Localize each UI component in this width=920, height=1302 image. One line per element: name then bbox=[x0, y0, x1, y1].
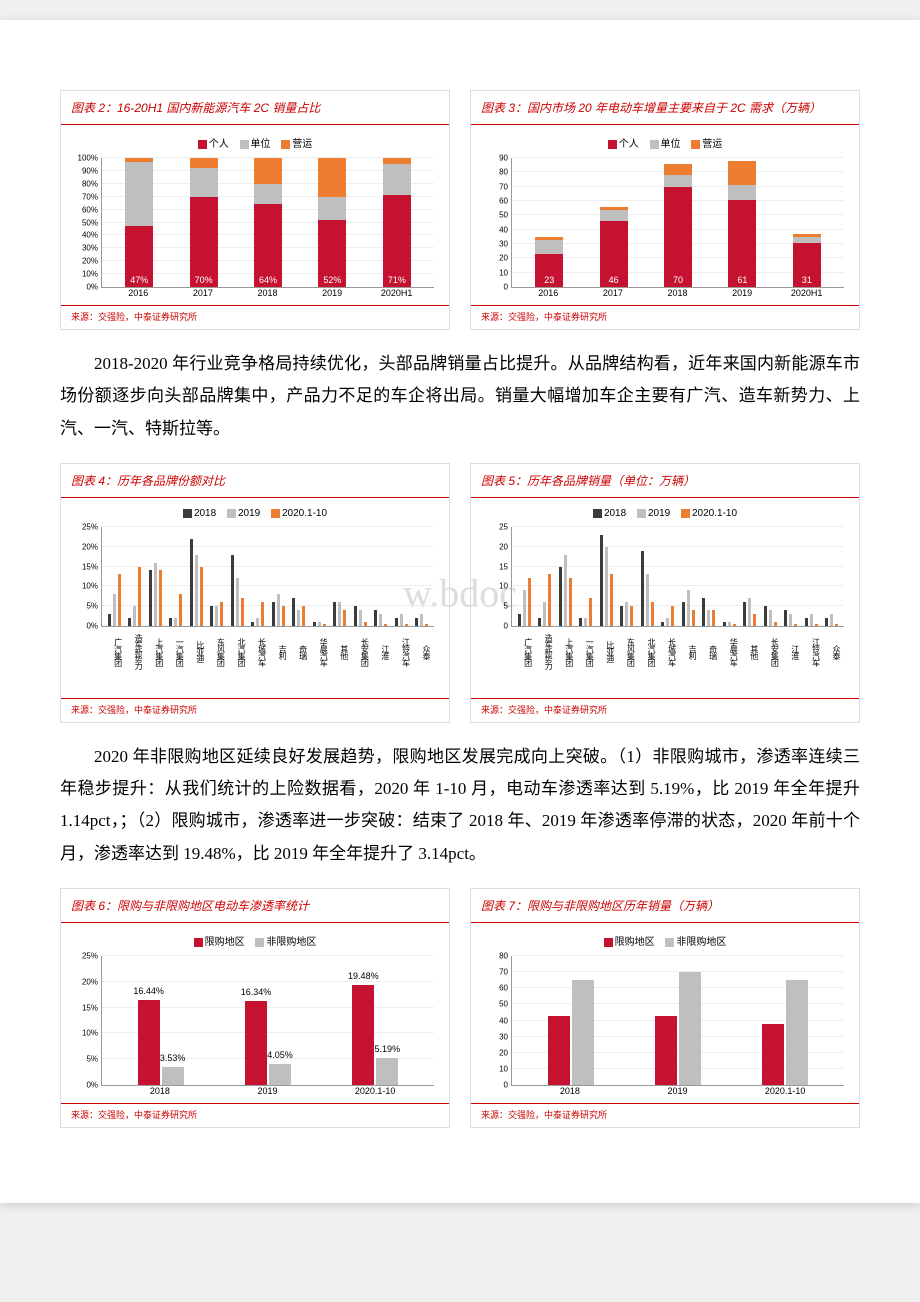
legend-personal-icon bbox=[198, 140, 207, 149]
chart-6-plot: 0%5%10%15%20%25%16.44%3.53%16.34%4.05%19… bbox=[101, 956, 434, 1086]
chart-5-plot: 0510152025 bbox=[511, 527, 844, 627]
chart-5-legend: 2018 2019 2020.1-10 bbox=[481, 508, 849, 519]
chart-7-xlabels: 201820192020.1-10 bbox=[511, 1086, 844, 1096]
chart-5-source: 来源：交强险，中泰证券研究所 bbox=[471, 698, 859, 722]
chart-7-title: 图表 7：限购与非限购地区历年销量（万辆） bbox=[471, 889, 859, 923]
chart-3-legend: 个人 单位 营运 bbox=[481, 135, 849, 150]
chart-5-title: 图表 5：历年各品牌销量（单位：万辆） bbox=[471, 464, 859, 498]
chart-4: 图表 4：历年各品牌份额对比 2018 2019 2020.1-10 0%5%1… bbox=[60, 463, 450, 723]
chart-2: 图表 2：16-20H1 国内新能源汽车 2C 销量占比 个人 单位 营运 0%… bbox=[60, 90, 450, 330]
chart-6-body: 限购地区 非限购地区 0%5%10%15%20%25%16.44%3.53%16… bbox=[61, 923, 449, 1103]
chart-5: 图表 5：历年各品牌销量（单位：万辆） 2018 2019 2020.1-10 … bbox=[470, 463, 860, 723]
legend-unit-icon bbox=[240, 140, 249, 149]
chart-row-3: 图表 6：限购与非限购地区电动车渗透率统计 限购地区 非限购地区 0%5%10%… bbox=[60, 888, 860, 1128]
chart-6-legend: 限购地区 非限购地区 bbox=[71, 933, 439, 948]
chart-7-source: 来源：交强险，中泰证券研究所 bbox=[471, 1103, 859, 1127]
chart-6-title: 图表 6：限购与非限购地区电动车渗透率统计 bbox=[61, 889, 449, 923]
chart-3: 图表 3：国内市场 20 年电动车增量主要来自于 2C 需求（万辆） 个人 单位… bbox=[470, 90, 860, 330]
chart-7-body: 限购地区 非限购地区 01020304050607080 20182019202… bbox=[471, 923, 859, 1103]
chart-2-plot: 0%10%20%30%40%50%60%70%80%90%100%47%70%6… bbox=[101, 158, 434, 288]
chart-7-plot: 01020304050607080 bbox=[511, 956, 844, 1086]
chart-6: 图表 6：限购与非限购地区电动车渗透率统计 限购地区 非限购地区 0%5%10%… bbox=[60, 888, 450, 1128]
chart-2-legend: 个人 单位 营运 bbox=[71, 135, 439, 150]
chart-3-xlabels: 20162017201820192020H1 bbox=[511, 288, 844, 298]
chart-5-xlabels: 广汽集团造车新势力上汽集团一汽集团比亚迪东风集团北汽集团长城汽车吉利奇瑞华晨汽车… bbox=[511, 627, 844, 677]
chart-4-title: 图表 4：历年各品牌份额对比 bbox=[61, 464, 449, 498]
chart-5-body: 2018 2019 2020.1-10 0510152025 广汽集团造车新势力… bbox=[471, 498, 859, 698]
chart-2-body: 个人 单位 营运 0%10%20%30%40%50%60%70%80%90%10… bbox=[61, 125, 449, 305]
chart-2-xlabels: 20162017201820192020H1 bbox=[101, 288, 434, 298]
chart-4-xlabels: 广汽集团造车新势力上汽集团一汽集团比亚迪东风集团北汽集团长城汽车吉利奇瑞华晨汽车… bbox=[101, 627, 434, 677]
chart-7: 图表 7：限购与非限购地区历年销量（万辆） 限购地区 非限购地区 0102030… bbox=[470, 888, 860, 1128]
document-page: 图表 2：16-20H1 国内新能源汽车 2C 销量占比 个人 单位 营运 0%… bbox=[0, 20, 920, 1203]
paragraph-2: 2020 年非限购地区延续良好发展趋势，限购地区发展完成向上突破。（1）非限购城… bbox=[60, 741, 860, 870]
chart-3-source: 来源：交强险，中泰证券研究所 bbox=[471, 305, 859, 329]
chart-2-title: 图表 2：16-20H1 国内新能源汽车 2C 销量占比 bbox=[61, 91, 449, 125]
chart-3-body: 个人 单位 营运 01020304050607080902346706131 2… bbox=[471, 125, 859, 305]
chart-2-source: 来源：交强险，中泰证券研究所 bbox=[61, 305, 449, 329]
chart-3-plot: 01020304050607080902346706131 bbox=[511, 158, 844, 288]
chart-row-1: 图表 2：16-20H1 国内新能源汽车 2C 销量占比 个人 单位 营运 0%… bbox=[60, 90, 860, 330]
chart-4-legend: 2018 2019 2020.1-10 bbox=[71, 508, 439, 519]
chart-7-legend: 限购地区 非限购地区 bbox=[481, 933, 849, 948]
chart-row-2: w.bdoc 图表 4：历年各品牌份额对比 2018 2019 2020.1-1… bbox=[60, 463, 860, 723]
paragraph-1: 2018-2020 年行业竞争格局持续优化，头部品牌销量占比提升。从品牌结构看，… bbox=[60, 348, 860, 445]
chart-3-title: 图表 3：国内市场 20 年电动车增量主要来自于 2C 需求（万辆） bbox=[471, 91, 859, 125]
chart-4-body: 2018 2019 2020.1-10 0%5%10%15%20%25% 广汽集… bbox=[61, 498, 449, 698]
legend-operating-icon bbox=[281, 140, 290, 149]
chart-6-source: 来源：交强险，中泰证券研究所 bbox=[61, 1103, 449, 1127]
chart-6-xlabels: 201820192020.1-10 bbox=[101, 1086, 434, 1096]
chart-4-source: 来源：交强险，中泰证券研究所 bbox=[61, 698, 449, 722]
chart-4-plot: 0%5%10%15%20%25% bbox=[101, 527, 434, 627]
